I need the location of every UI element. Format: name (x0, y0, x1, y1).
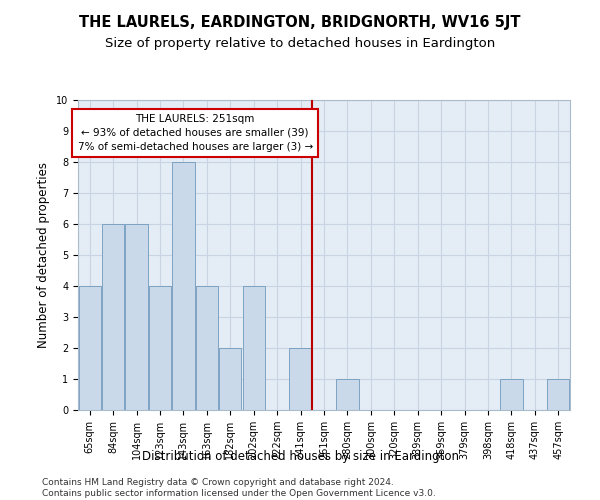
Bar (102, 224, 124, 410)
Text: THE LAURELS, EARDINGTON, BRIDGNORTH, WV16 5JT: THE LAURELS, EARDINGTON, BRIDGNORTH, WV1… (79, 15, 521, 30)
Text: THE LAURELS: 251sqm
← 93% of detached houses are smaller (39)
7% of semi-detache: THE LAURELS: 251sqm ← 93% of detached ho… (77, 114, 313, 152)
Bar (547, 379, 569, 410)
Bar (125, 224, 148, 410)
Bar (219, 348, 241, 410)
Bar (79, 286, 101, 410)
Bar (500, 379, 523, 410)
Text: Contains HM Land Registry data © Crown copyright and database right 2024.
Contai: Contains HM Land Registry data © Crown c… (42, 478, 436, 498)
Text: Size of property relative to detached houses in Eardington: Size of property relative to detached ho… (105, 38, 495, 51)
Bar (172, 162, 194, 410)
Bar (196, 286, 218, 410)
Bar (289, 348, 312, 410)
Text: Distribution of detached houses by size in Eardington: Distribution of detached houses by size … (142, 450, 458, 463)
Bar (337, 379, 359, 410)
Bar (149, 286, 171, 410)
Bar (242, 286, 265, 410)
Y-axis label: Number of detached properties: Number of detached properties (37, 162, 50, 348)
